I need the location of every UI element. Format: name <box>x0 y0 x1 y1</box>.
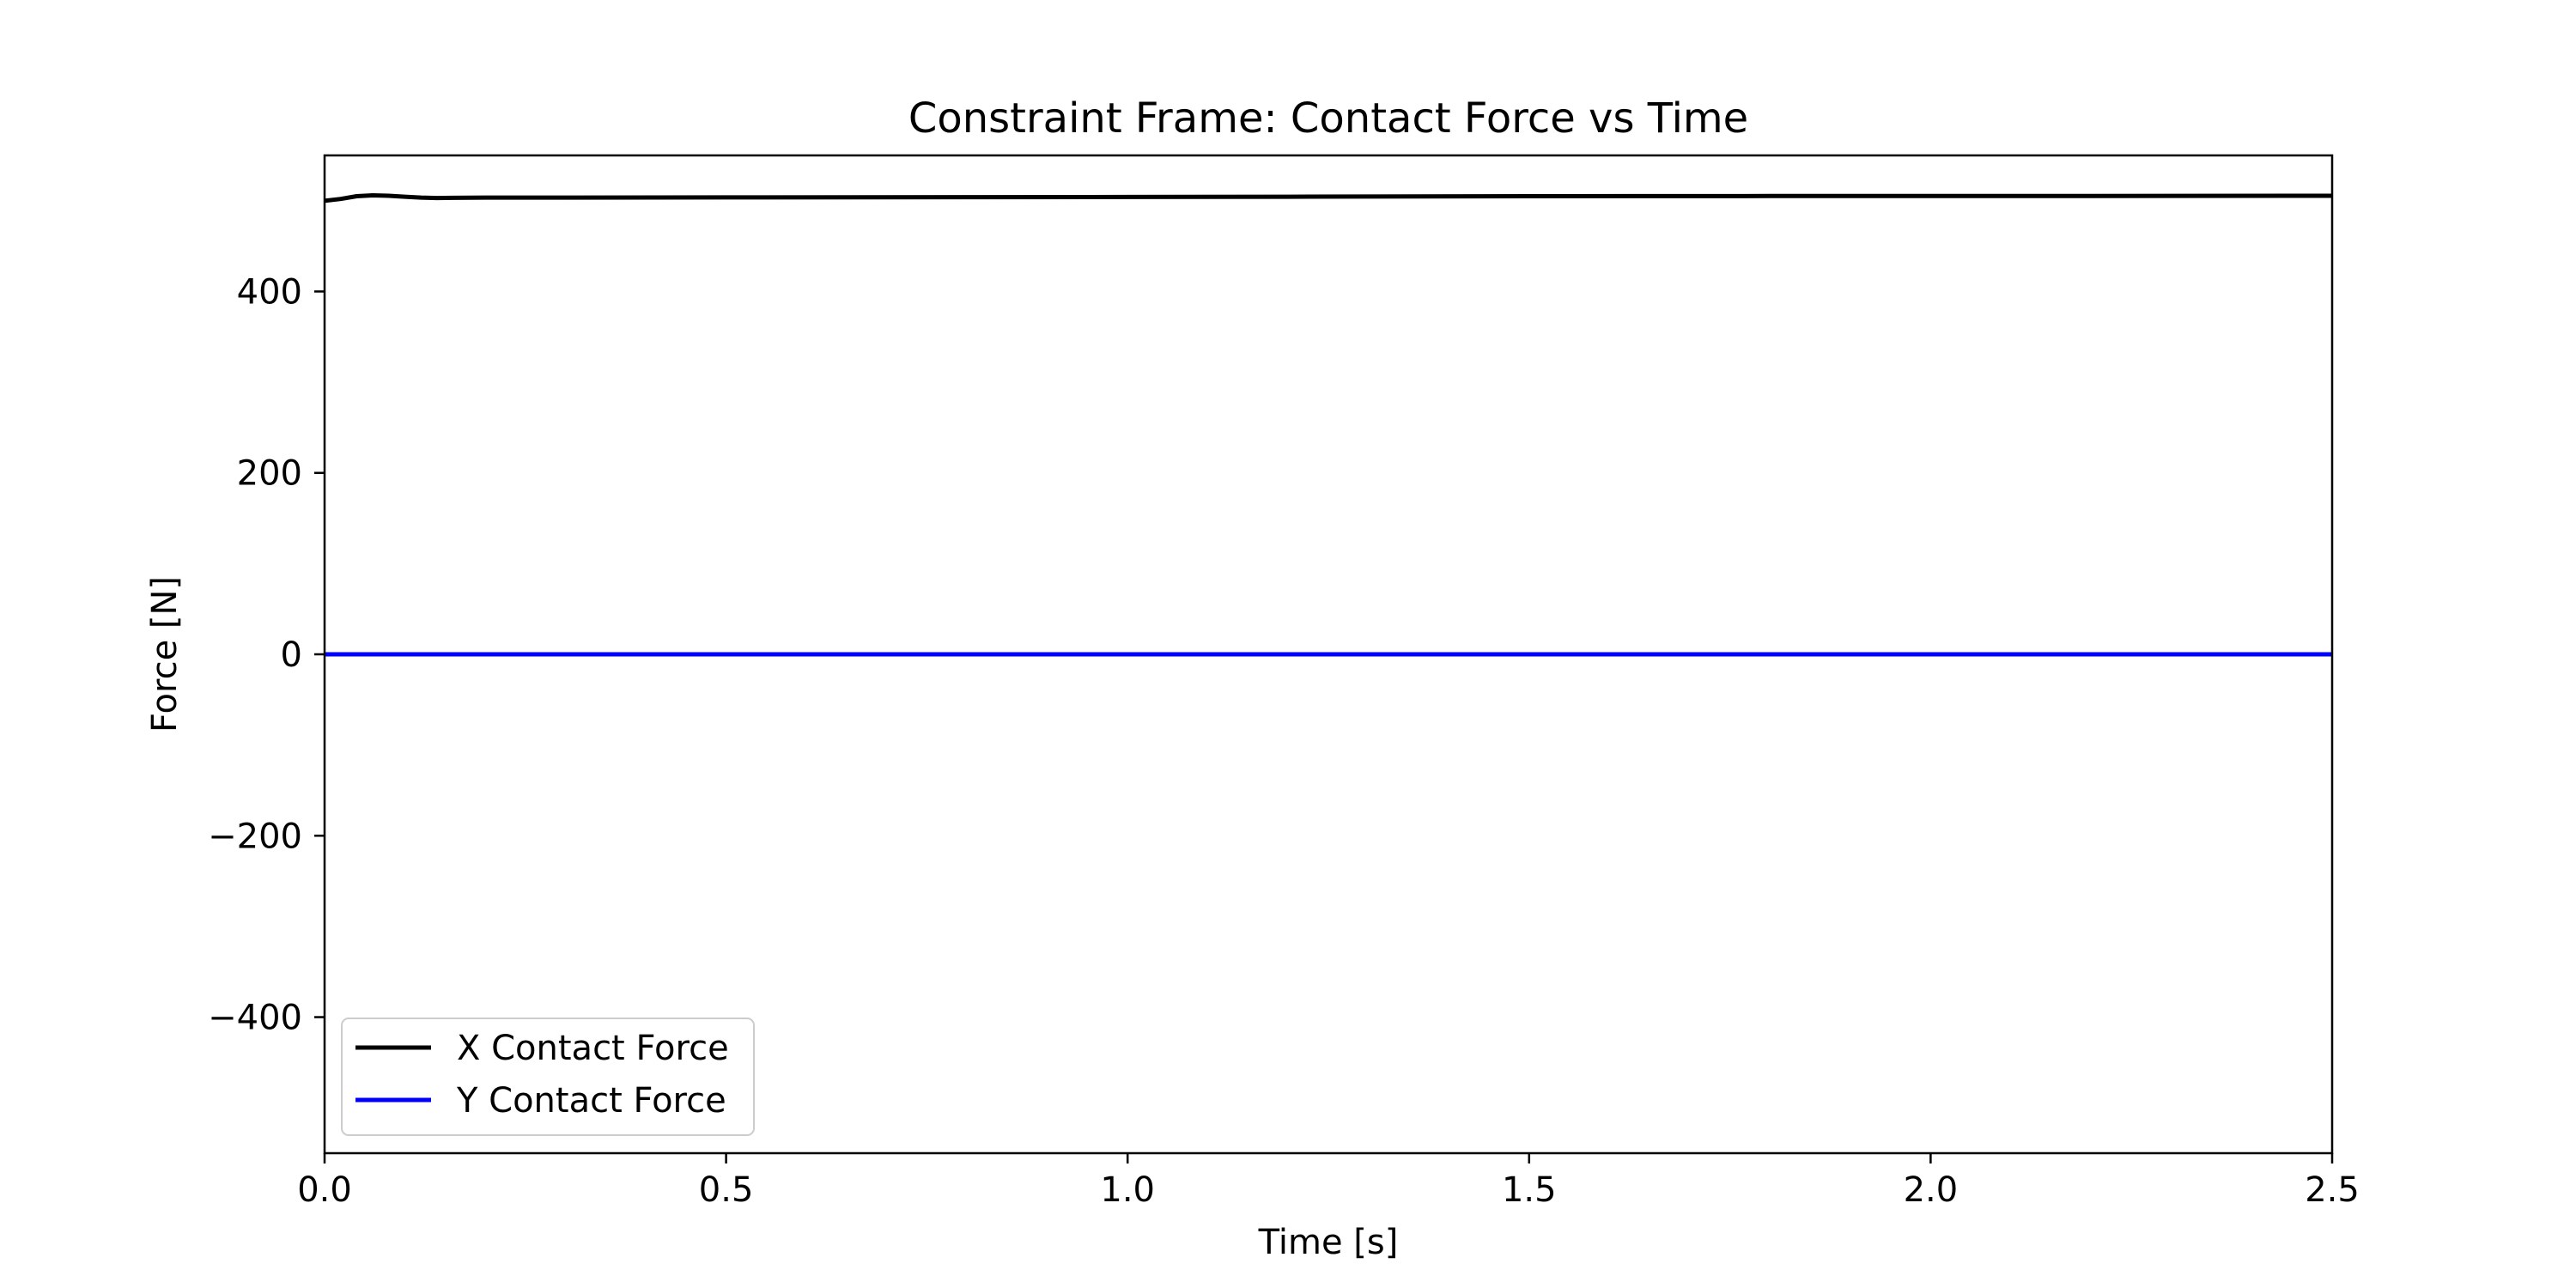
y-axis-label: Force [N] <box>145 576 185 732</box>
legend-label-x-contact-force: X Contact Force <box>457 1029 729 1068</box>
x-tick-label: 1.0 <box>1100 1170 1155 1210</box>
y-tick-label: 0 <box>281 635 302 675</box>
x-tick-label: 0.5 <box>699 1170 754 1210</box>
y-tick-label: 400 <box>237 272 302 312</box>
series-line-x-contact-force <box>324 193 2333 204</box>
x-tick-label: 0.0 <box>297 1170 352 1210</box>
x-tick-label: 2.0 <box>1904 1170 1959 1210</box>
x-axis-ticks: 0.0 0.5 1.0 1.5 2.0 2.5 <box>297 1153 2360 1210</box>
y-axis-ticks: −400 −200 0 200 400 <box>208 272 325 1038</box>
x-tick-label: 1.5 <box>1502 1170 1557 1210</box>
y-tick-label: −400 <box>208 999 302 1038</box>
legend-label-y-contact-force: Y Contact Force <box>456 1081 726 1121</box>
legend: X Contact Force Y Contact Force <box>341 1018 755 1136</box>
series-layer <box>324 193 2333 657</box>
y-tick-label: 200 <box>237 454 302 494</box>
legend-box <box>341 1018 755 1136</box>
chart-title: Constraint Frame: Contact Force vs Time <box>908 94 1748 143</box>
x-axis-label: Time [s] <box>1258 1223 1399 1262</box>
x-tick-label: 2.5 <box>2305 1170 2360 1210</box>
y-tick-label: −200 <box>208 817 302 856</box>
